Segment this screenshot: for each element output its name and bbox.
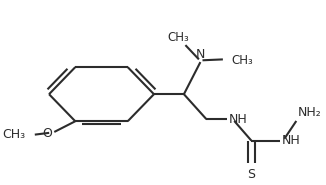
Text: O: O <box>42 127 52 140</box>
Text: S: S <box>247 168 255 181</box>
Text: CH₃: CH₃ <box>167 31 189 44</box>
Text: NH: NH <box>281 134 300 147</box>
Text: CH₃: CH₃ <box>3 128 26 141</box>
Text: N: N <box>196 48 205 61</box>
Text: NH: NH <box>229 113 248 126</box>
Text: CH₃: CH₃ <box>232 54 254 67</box>
Text: NH₂: NH₂ <box>298 106 321 119</box>
